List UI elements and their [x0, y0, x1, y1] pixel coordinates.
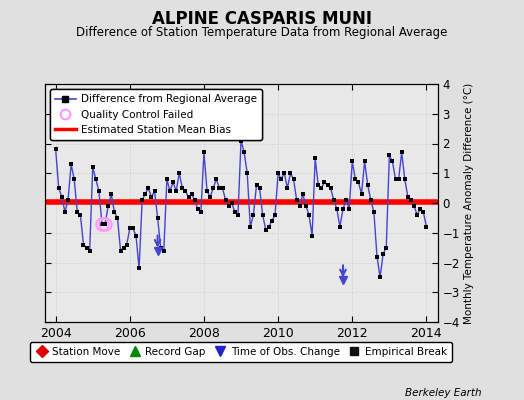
Text: ALPINE CASPARIS MUNI: ALPINE CASPARIS MUNI — [152, 10, 372, 28]
Text: Difference of Station Temperature Data from Regional Average: Difference of Station Temperature Data f… — [77, 26, 447, 39]
Y-axis label: Monthly Temperature Anomaly Difference (°C): Monthly Temperature Anomaly Difference (… — [464, 82, 474, 324]
Text: Berkeley Earth: Berkeley Earth — [406, 388, 482, 398]
Legend: Station Move, Record Gap, Time of Obs. Change, Empirical Break: Station Move, Record Gap, Time of Obs. C… — [30, 342, 452, 362]
Legend: Difference from Regional Average, Quality Control Failed, Estimated Station Mean: Difference from Regional Average, Qualit… — [50, 89, 262, 140]
